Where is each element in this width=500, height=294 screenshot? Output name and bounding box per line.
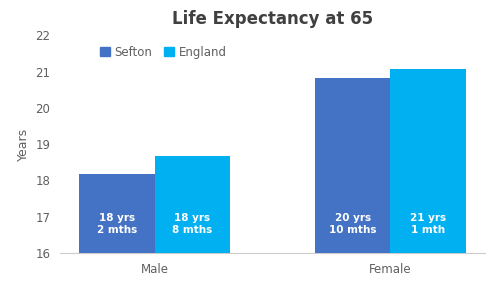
Text: 18 yrs
8 mths: 18 yrs 8 mths [172, 213, 212, 235]
Text: 18 yrs
2 mths: 18 yrs 2 mths [97, 213, 137, 235]
Bar [80, 174, 154, 253]
Title: Life Expectancy at 65: Life Expectancy at 65 [172, 10, 373, 28]
Bar [390, 69, 466, 253]
Legend: Sefton, England: Sefton, England [96, 41, 231, 64]
Bar [154, 156, 230, 253]
Bar [315, 78, 390, 253]
Text: 21 yrs
1 mth: 21 yrs 1 mth [410, 213, 446, 235]
Text: 20 yrs
10 mths: 20 yrs 10 mths [329, 213, 376, 235]
Y-axis label: Years: Years [16, 128, 30, 161]
